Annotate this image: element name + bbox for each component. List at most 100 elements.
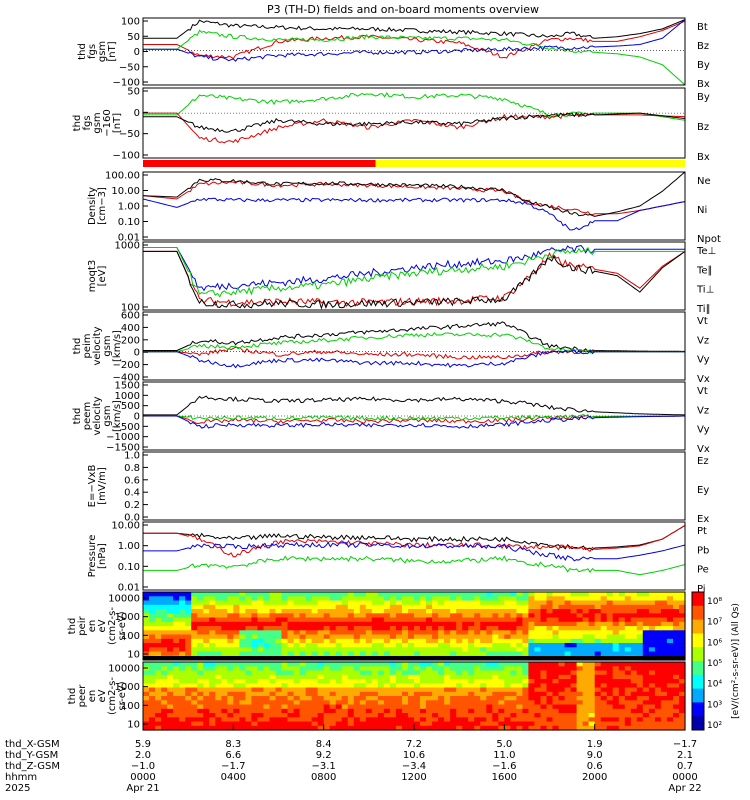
spectrogram-cell bbox=[377, 626, 385, 631]
spectrogram-cell bbox=[486, 600, 493, 606]
spectrogram-cell bbox=[498, 717, 505, 723]
spectrogram-cell bbox=[636, 721, 644, 727]
spectrogram-cell bbox=[287, 691, 295, 697]
spectrogram-cell bbox=[299, 634, 307, 640]
spectrogram-cell bbox=[462, 600, 469, 606]
spectrogram-cell bbox=[383, 704, 391, 710]
spectrogram-cell bbox=[522, 704, 529, 710]
spectrogram-cell bbox=[679, 592, 686, 597]
spectrogram-cell bbox=[191, 634, 198, 640]
y-axis-label: E=−VxB bbox=[87, 465, 98, 508]
spectrogram-cell bbox=[389, 691, 397, 697]
spectrogram-cell bbox=[444, 596, 451, 602]
spectrogram-cell bbox=[462, 670, 469, 676]
spectrogram-cell bbox=[395, 662, 403, 667]
spectrogram-cell bbox=[546, 713, 554, 718]
spectrogram-cell bbox=[383, 666, 391, 672]
spectrogram-cell bbox=[173, 621, 180, 627]
spectrogram-cell bbox=[636, 683, 644, 689]
spectrogram-cell bbox=[606, 691, 614, 697]
spectrogram-cell bbox=[335, 666, 343, 672]
spectrogram-cell bbox=[673, 704, 680, 710]
series-line-Vt bbox=[143, 395, 685, 416]
spectrogram-cell bbox=[432, 683, 439, 689]
spectrogram-cell bbox=[516, 592, 523, 597]
spectrogram-cell bbox=[317, 609, 325, 614]
spectrogram-cell bbox=[227, 708, 234, 714]
spectrogram-cell bbox=[251, 643, 258, 648]
y-tick-label: 100 bbox=[121, 701, 140, 712]
spectrogram-cell bbox=[534, 643, 541, 648]
spectrogram-cell bbox=[588, 634, 596, 640]
spectrogram-cell bbox=[179, 651, 186, 657]
spectrogram-cell bbox=[317, 617, 325, 623]
spectrogram-cell bbox=[570, 683, 578, 689]
spectrogram-cell bbox=[444, 708, 451, 714]
spectrogram-cell bbox=[197, 666, 204, 672]
spectrogram-cell bbox=[209, 683, 216, 689]
spectrogram-cell bbox=[552, 679, 560, 684]
spectrogram-cell bbox=[257, 725, 264, 731]
spectrogram-cell bbox=[155, 647, 162, 653]
spectrogram-cell bbox=[167, 713, 174, 718]
spectrogram-cell bbox=[606, 687, 614, 693]
spectrogram-cell bbox=[504, 643, 511, 648]
spectrogram-cell bbox=[522, 600, 529, 606]
spectrogram-cell bbox=[420, 713, 427, 718]
spectrogram-cell bbox=[371, 713, 379, 718]
spectrogram-cell bbox=[420, 643, 427, 648]
spectrogram-cell bbox=[239, 683, 246, 689]
spectrogram-cell bbox=[414, 662, 421, 667]
spectrogram-cell bbox=[522, 592, 529, 597]
spectrogram-cell bbox=[173, 696, 180, 701]
spectrogram-cell bbox=[245, 600, 252, 606]
spectrogram-cell bbox=[371, 609, 379, 614]
spectrogram-cell bbox=[564, 617, 572, 623]
spectrogram-cell bbox=[588, 725, 596, 731]
spectrogram-cell bbox=[317, 592, 325, 597]
spectrogram-cell bbox=[197, 674, 204, 680]
spectrogram-cell bbox=[600, 670, 608, 676]
spectrogram-cell bbox=[504, 626, 511, 631]
spectrogram-cell bbox=[161, 662, 168, 667]
spectrogram-cell bbox=[516, 704, 523, 710]
spectrogram-cell bbox=[480, 634, 487, 640]
spectrogram-cell bbox=[630, 679, 638, 684]
spectrogram-cell bbox=[347, 630, 355, 636]
spectrogram-cell bbox=[245, 687, 252, 693]
spectrogram-cell bbox=[341, 634, 349, 640]
spectrogram-cell bbox=[570, 674, 578, 680]
spectrogram-cell bbox=[323, 613, 331, 619]
extras-group: 10⁸10⁷10⁶10⁵10⁴10³10²[eV/(cm²-s-sr-eV)] … bbox=[5, 160, 741, 794]
spectrogram-cell bbox=[673, 662, 680, 667]
spectrogram-cell bbox=[444, 674, 451, 680]
spectrogram-cell bbox=[504, 679, 511, 684]
spectrogram-cell bbox=[269, 617, 277, 623]
spectrogram-cell bbox=[492, 630, 499, 636]
spectrogram-cell bbox=[245, 634, 252, 640]
spectrogram-cell bbox=[588, 621, 596, 627]
spectrogram-cell bbox=[654, 621, 662, 627]
spectrogram-cell bbox=[504, 670, 511, 676]
spectrogram-cell bbox=[233, 626, 240, 631]
spectrogram-cell bbox=[341, 613, 349, 619]
spectrogram-cell bbox=[233, 708, 240, 714]
spectrogram-cell bbox=[161, 621, 168, 627]
ephemeris-value: 0.7 bbox=[677, 761, 693, 772]
spectrogram-cell bbox=[203, 600, 210, 606]
spectrogram-cell bbox=[552, 600, 560, 606]
spectrogram-cell bbox=[600, 713, 608, 718]
spectrogram-cell bbox=[299, 691, 307, 697]
spectrogram-cell bbox=[395, 634, 403, 640]
spectrogram-cell bbox=[564, 613, 572, 619]
spectrogram-cell bbox=[630, 630, 638, 636]
spectrogram-cell bbox=[679, 630, 686, 636]
y-axis-label: thd bbox=[67, 618, 78, 635]
spectrogram-cell bbox=[341, 596, 349, 602]
spectrogram-cell bbox=[642, 666, 650, 672]
spectrogram-cell bbox=[395, 613, 403, 619]
spectrogram-cell bbox=[149, 638, 156, 644]
spectrogram-cell bbox=[408, 674, 415, 680]
spectrogram-cell bbox=[257, 630, 264, 636]
spectrogram-cell bbox=[353, 651, 361, 657]
